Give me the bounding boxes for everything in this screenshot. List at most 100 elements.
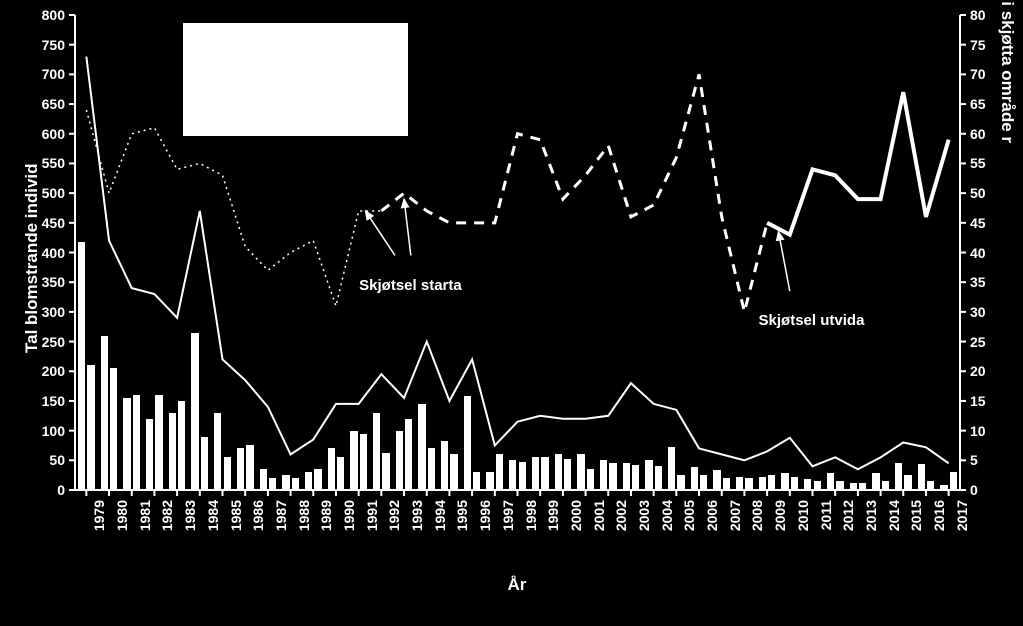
y-left-tick: 50 (0, 452, 65, 468)
x-tick: 1989 (318, 500, 334, 531)
x-tick: 1983 (182, 500, 198, 531)
y-right-tick: 65 (970, 96, 986, 112)
bar-series-a (895, 463, 902, 490)
bar-series-b (201, 437, 208, 490)
y-right-tick: 15 (970, 393, 986, 409)
y-right-tick: 45 (970, 215, 986, 231)
y-left-tick: 250 (0, 334, 65, 350)
bar-series-b (110, 368, 117, 490)
bar-series-a (214, 413, 221, 490)
y-right-tick: 75 (970, 37, 986, 53)
bar-series-b (904, 475, 911, 490)
bar-series-b (496, 454, 503, 490)
bar-series-a (373, 413, 380, 490)
bar-series-a (759, 477, 766, 490)
x-tick: 2016 (931, 500, 947, 531)
bar-series-b (677, 475, 684, 490)
bar-series-a (260, 469, 267, 490)
bar-series-b (791, 477, 798, 490)
bar-series-b (927, 481, 934, 490)
bar-series-a (827, 473, 834, 490)
bar-series-a (736, 477, 743, 490)
y-left-tick: 450 (0, 215, 65, 231)
y-left-tick: 800 (0, 7, 65, 23)
y-right-tick: 10 (970, 423, 986, 439)
y-right-tick: 50 (970, 185, 986, 201)
bar-series-b (405, 419, 412, 490)
bar-series-b (224, 457, 231, 490)
bar-series-b (587, 469, 594, 490)
x-tick: 2002 (613, 500, 629, 531)
bar-series-b (723, 478, 730, 490)
bar-series-b (382, 453, 389, 490)
x-tick: 1982 (159, 500, 175, 531)
y-left-tick: 100 (0, 423, 65, 439)
bar-series-b (360, 434, 367, 490)
x-tick: 1991 (364, 500, 380, 531)
x-tick: 2011 (818, 500, 834, 530)
bar-series-a (464, 396, 471, 490)
bar-series-a (191, 333, 198, 490)
x-tick: 2001 (591, 500, 607, 531)
bar-series-a (532, 457, 539, 490)
x-tick: 2009 (772, 500, 788, 531)
x-tick: 2008 (749, 500, 765, 531)
bar-series-a (169, 413, 176, 490)
y-right-tick: 40 (970, 245, 986, 261)
bar-series-b (519, 462, 526, 491)
bar-series-b (155, 395, 162, 490)
bar-series-a (600, 460, 607, 490)
bar-series-a (577, 454, 584, 490)
bar-series-b (314, 469, 321, 490)
bar-series-a (396, 431, 403, 490)
bar-series-b (450, 454, 457, 490)
bar-series-a (146, 419, 153, 490)
x-tick: 1985 (228, 500, 244, 531)
bar-series-a (781, 473, 788, 490)
x-tick: 2017 (954, 500, 970, 531)
bar-series-a (486, 472, 493, 490)
annotation-label: Skjøtsel starta (359, 277, 462, 294)
bar-series-a (509, 460, 516, 490)
x-tick: 1988 (296, 500, 312, 531)
bar-series-a (872, 473, 879, 490)
y-right-tick: 20 (970, 363, 986, 379)
bar-series-b (564, 459, 571, 490)
x-tick: 1981 (137, 500, 153, 531)
x-tick: 1999 (545, 500, 561, 531)
y-left-tick: 750 (0, 37, 65, 53)
y-right-tick: 0 (970, 482, 978, 498)
x-tick: 1996 (477, 500, 493, 531)
x-tick: 2000 (568, 500, 584, 531)
annotation-label: Skjøtsel utvida (759, 312, 865, 329)
bar-series-b (950, 472, 957, 490)
y-left-tick: 400 (0, 245, 65, 261)
bar-series-b (246, 445, 253, 490)
bar-series-a (668, 447, 675, 490)
x-tick: 1997 (500, 500, 516, 531)
bar-series-b (133, 395, 140, 490)
bar-series-a (940, 485, 947, 490)
bar-series-a (350, 431, 357, 490)
y-left-tick: 350 (0, 274, 65, 290)
bar-series-a (555, 454, 562, 490)
bar-series-a (123, 398, 130, 490)
bar-series-a (691, 467, 698, 490)
y-left-tick: 650 (0, 96, 65, 112)
y-right-tick: 70 (970, 66, 986, 82)
x-tick: 1987 (273, 500, 289, 531)
bar-series-a (645, 460, 652, 490)
x-tick: 1984 (205, 500, 221, 531)
y-right-tick: 25 (970, 334, 986, 350)
x-tick: 1998 (523, 500, 539, 531)
y-right-tick: 5 (970, 452, 978, 468)
x-tick: 2003 (636, 500, 652, 531)
y-right-tick: 35 (970, 274, 986, 290)
bar-series-b (87, 365, 94, 490)
y-right-tick: 60 (970, 126, 986, 142)
bar-series-a (441, 441, 448, 490)
x-tick: 1995 (454, 500, 470, 531)
bar-series-b (292, 478, 299, 490)
y-left-tick: 0 (0, 482, 65, 498)
bar-series-b (700, 475, 707, 490)
